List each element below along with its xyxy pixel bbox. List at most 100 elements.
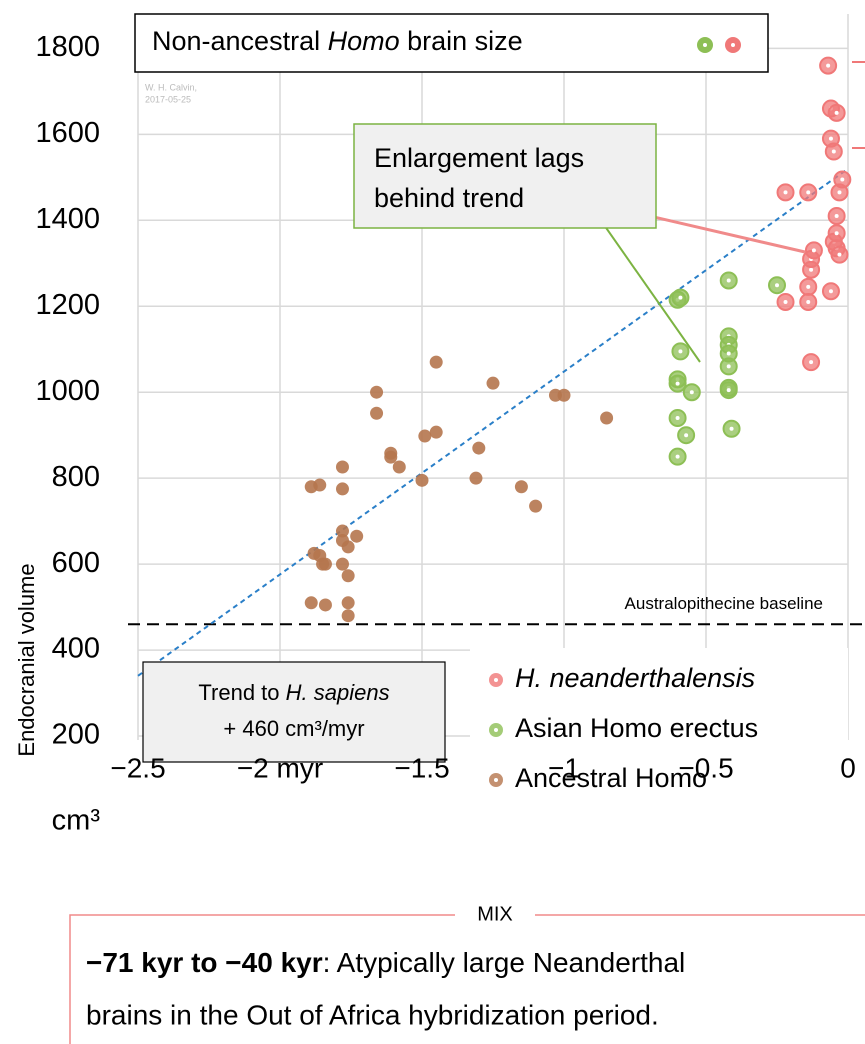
y-tick-label: 800 [52,461,100,493]
point [335,482,349,496]
y-tick-label: 1400 [35,203,100,235]
watermark: 2017-05-25 [145,94,191,104]
point-center [828,136,833,141]
point-center [689,390,694,395]
point-center [678,349,683,354]
point-center [806,299,811,304]
x-tick-label: 0 [840,752,856,783]
point [335,524,349,538]
trend-text: + 460 cm³/myr [223,716,364,741]
point-center [831,149,836,154]
note-text: −71 kyr to −40 kyr: Atypically large Nea… [86,947,685,978]
point-center [806,284,811,289]
legend-label: Ancestral Homo [515,763,707,793]
lag-text: behind trend [374,183,524,213]
x-tick-label: −0.5 [678,752,733,783]
y-tick-label: 400 [52,633,100,665]
point [318,598,332,612]
trend-line [137,167,849,677]
point-center [837,190,842,195]
point-center [726,351,731,356]
point-center [675,381,680,386]
point [341,569,355,583]
point-center [775,283,779,288]
point-center [729,426,734,431]
point [472,441,486,455]
point [341,596,355,610]
point-center [675,454,680,459]
point-center [806,190,811,195]
y-tick-label: 200 [52,719,100,751]
point [318,557,332,571]
y-axis-label: Endocranial volume [14,563,39,756]
point-center [834,231,839,236]
point [370,406,384,420]
lag-box [353,123,657,229]
point [557,388,571,402]
point-center [783,299,788,304]
point-center [811,248,816,253]
title-box [134,13,769,73]
point [304,596,318,610]
point [335,557,349,571]
point [370,385,384,399]
y-tick-label: 1200 [35,289,100,321]
legend-label: Asian Homo erectus [515,713,758,743]
legend-label: H. neanderthalensis [515,663,755,693]
point-center [783,190,788,195]
y-tick-label: 600 [52,547,100,579]
note-heading-bg [455,903,535,927]
x-tick-label: −1.5 [394,752,449,783]
legend-marker [494,728,498,732]
point [600,411,614,425]
point [392,460,406,474]
point [429,355,443,369]
trend-text: Trend to H. sapiens [198,680,389,705]
point-center [834,214,839,218]
point-center [684,433,689,438]
point-center [834,110,839,115]
point-center [837,252,842,257]
point-center [678,295,683,300]
title-icon [731,43,735,47]
point [341,609,355,623]
y-tick-label: cm³ [52,805,101,837]
x-tick-label: −2 myr [237,752,323,783]
point [341,540,355,554]
point [313,478,327,492]
point-center [809,267,814,272]
title-icon [703,43,707,47]
point-center [726,388,731,393]
point [350,529,364,543]
point [384,450,398,464]
point [429,425,443,439]
point [486,376,500,390]
x-tick-label: −2.5 [110,752,165,783]
point [418,429,432,443]
x-tick-label: −1 [548,752,580,783]
note-heading: MIX [477,903,513,925]
point-center [726,364,731,369]
point-center [828,289,833,294]
baseline-label: Australopithecine baseline [625,594,823,613]
point-center [826,63,831,68]
point-center [809,360,814,365]
y-tick-label: 1800 [35,31,100,63]
legend [470,648,848,810]
y-tick-label: 1000 [35,375,100,407]
point [469,471,483,485]
legend-marker [494,778,498,782]
point-center [840,177,845,182]
point-center [726,278,731,283]
point [529,499,543,513]
note-text: brains in the Out of Africa hybridizatio… [86,999,659,1030]
y-tick-label: 1600 [35,117,100,149]
point [514,480,528,494]
trend-box [142,661,446,763]
watermark: W. H. Calvin, [145,82,197,92]
legend-marker [494,678,498,682]
chart-title: Non-ancestral Homo brain size [152,26,523,56]
lag-text: Enlargement lags [374,143,584,173]
point [335,460,349,474]
